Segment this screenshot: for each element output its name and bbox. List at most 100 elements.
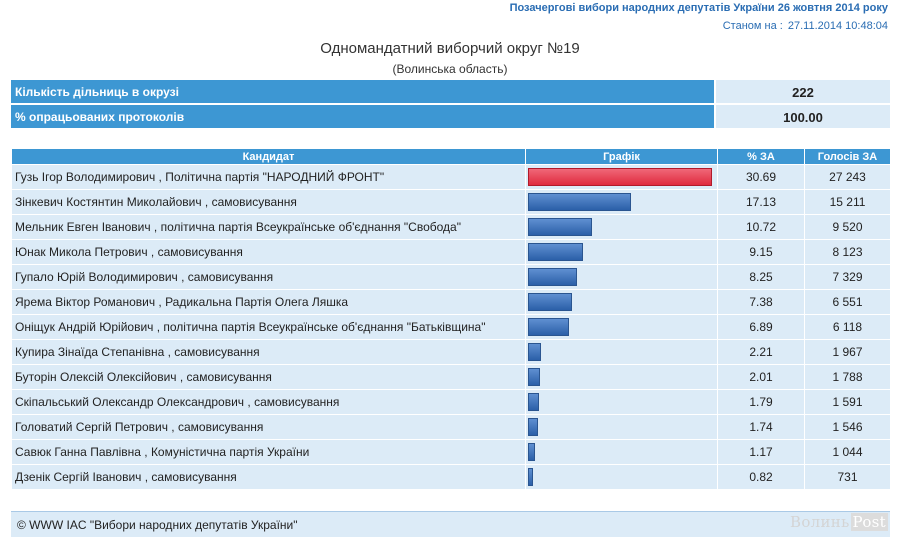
graph-cell <box>525 439 718 465</box>
vote-count: 8 123 <box>804 239 891 265</box>
results-table: Кандидат Графік % ЗА Голосів ЗА Гузь Іго… <box>11 148 891 490</box>
vote-count: 6 118 <box>804 314 891 340</box>
candidate-name: Зінкевич Костянтин Миколайович , самовис… <box>11 189 526 215</box>
vote-count: 6 551 <box>804 289 891 315</box>
vote-bar <box>528 243 583 261</box>
vote-percent: 9.15 <box>717 239 805 265</box>
candidate-row: Буторін Олексій Олексійович , самовисува… <box>11 364 891 390</box>
candidate-row: Скіпальський Олександр Олександрович , с… <box>11 389 891 415</box>
footer-copyright: © WWW IAC "Вибори народних депутатів Укр… <box>17 518 298 532</box>
vote-bar <box>528 268 577 286</box>
candidate-row: Зінкевич Костянтин Миколайович , самовис… <box>11 189 891 215</box>
graph-cell <box>525 289 718 315</box>
election-banner: Позачергові вибори народних депутатів Ук… <box>509 2 888 14</box>
status-timestamp: 27.11.2014 10:48:04 <box>787 20 888 32</box>
vote-percent: 0.82 <box>717 464 805 490</box>
status-label: Станом на : <box>722 20 783 32</box>
vote-bar <box>528 368 540 386</box>
vote-count: 1 044 <box>804 439 891 465</box>
watermark-post: Post <box>850 513 888 531</box>
candidate-row: Дзенік Сергій Іванович , самовисування 0.… <box>11 464 891 490</box>
candidate-name: Савюк Ганна Павлівна , Комуністична парт… <box>11 439 526 465</box>
vote-percent: 7.38 <box>717 289 805 315</box>
status-line: Станом на : 27.11.2014 10:48:04 <box>721 20 888 32</box>
graph-cell <box>525 164 718 190</box>
candidate-name: Купира Зінаїда Степанівна , самовисуванн… <box>11 339 526 365</box>
summary-row-stations: Кількість дільниць в окрузі 222 <box>11 80 890 103</box>
vote-count: 27 243 <box>804 164 891 190</box>
graph-cell <box>525 239 718 265</box>
vote-bar <box>528 418 538 436</box>
vote-bar <box>528 193 631 211</box>
vote-bar <box>528 393 539 411</box>
candidate-name: Ярема Віктор Романович , Радикальна Парт… <box>11 289 526 315</box>
candidate-row: Купира Зінаїда Степанівна , самовисуванн… <box>11 339 891 365</box>
stations-count-value: 222 <box>714 80 890 103</box>
graph-cell <box>525 264 718 290</box>
candidate-row: Савюк Ганна Павлівна , Комуністична парт… <box>11 439 891 465</box>
vote-bar <box>528 293 572 311</box>
graph-cell <box>525 464 718 490</box>
summary-panel: Кількість дільниць в окрузі 222 % опраць… <box>11 80 890 130</box>
column-header-votes: Голосів ЗА <box>804 148 891 165</box>
candidate-name: Мельник Евген Іванович , політична парті… <box>11 214 526 240</box>
vote-count: 1 591 <box>804 389 891 415</box>
watermark-main: Волинь <box>790 513 850 531</box>
district-title: Одномандатний виборчий округ №19 <box>320 40 580 57</box>
graph-cell <box>525 389 718 415</box>
vote-percent: 10.72 <box>717 214 805 240</box>
vote-count: 7 329 <box>804 264 891 290</box>
protocols-processed-label: % опрацьованих протоколів <box>11 105 714 128</box>
results-body: Гузь Ігор Володимирович , Політична парт… <box>11 164 891 490</box>
candidate-name: Оніщук Андрій Юрійович , політична парті… <box>11 314 526 340</box>
candidate-name: Скіпальський Олександр Олександрович , с… <box>11 389 526 415</box>
vote-percent: 1.17 <box>717 439 805 465</box>
graph-cell <box>525 339 718 365</box>
candidate-row: Юнак Микола Петрович , самовисування 9.15… <box>11 239 891 265</box>
vote-count: 1 546 <box>804 414 891 440</box>
vote-count: 1 967 <box>804 339 891 365</box>
vote-count: 1 788 <box>804 364 891 390</box>
vote-percent: 2.01 <box>717 364 805 390</box>
candidate-row: Мельник Евген Іванович , політична парті… <box>11 214 891 240</box>
vote-bar-leader <box>528 168 712 186</box>
summary-row-protocols: % опрацьованих протоколів 100.00 <box>11 105 890 128</box>
vote-count: 15 211 <box>804 189 891 215</box>
candidate-name: Дзенік Сергій Іванович , самовисування <box>11 464 526 490</box>
graph-cell <box>525 214 718 240</box>
vote-percent: 1.74 <box>717 414 805 440</box>
results-header-row: Кандидат Графік % ЗА Голосів ЗА <box>11 148 891 165</box>
vote-percent: 8.25 <box>717 264 805 290</box>
vote-bar <box>528 443 535 461</box>
vote-percent: 1.79 <box>717 389 805 415</box>
graph-cell <box>525 414 718 440</box>
candidate-row: Головатий Сергій Петрович , самовисуванн… <box>11 414 891 440</box>
protocols-processed-value: 100.00 <box>714 105 890 128</box>
vote-percent: 6.89 <box>717 314 805 340</box>
graph-cell <box>525 364 718 390</box>
vote-percent: 2.21 <box>717 339 805 365</box>
candidate-name: Буторін Олексій Олексійович , самовисува… <box>11 364 526 390</box>
candidate-row: Ярема Віктор Романович , Радикальна Парт… <box>11 289 891 315</box>
footer-bar: © WWW IAC "Вибори народних депутатів Укр… <box>11 511 890 537</box>
district-region: (Волинська область) <box>392 62 508 76</box>
candidate-row: Гузь Ігор Володимирович , Політична парт… <box>11 164 891 190</box>
vote-bar <box>528 318 569 336</box>
candidate-row: Гупало Юрій Володимирович , самовисуванн… <box>11 264 891 290</box>
column-header-graph: Графік <box>525 148 718 165</box>
vote-bar <box>528 343 541 361</box>
vote-count: 731 <box>804 464 891 490</box>
candidate-name: Юнак Микола Петрович , самовисування <box>11 239 526 265</box>
column-header-percent: % ЗА <box>717 148 805 165</box>
candidate-name: Гузь Ігор Володимирович , Політична парт… <box>11 164 526 190</box>
vote-percent: 17.13 <box>717 189 805 215</box>
volyn-post-watermark: Волинь Post <box>790 513 888 531</box>
column-header-candidate: Кандидат <box>11 148 526 165</box>
graph-cell <box>525 314 718 340</box>
vote-count: 9 520 <box>804 214 891 240</box>
vote-percent: 30.69 <box>717 164 805 190</box>
candidate-name: Головатий Сергій Петрович , самовисуванн… <box>11 414 526 440</box>
vote-bar <box>528 218 592 236</box>
candidate-name: Гупало Юрій Володимирович , самовисуванн… <box>11 264 526 290</box>
stations-count-label: Кількість дільниць в окрузі <box>11 80 714 103</box>
